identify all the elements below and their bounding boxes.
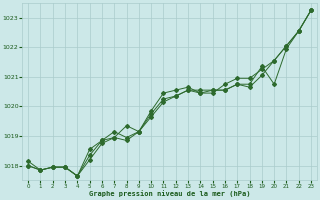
X-axis label: Graphe pression niveau de la mer (hPa): Graphe pression niveau de la mer (hPa) [89,190,250,197]
